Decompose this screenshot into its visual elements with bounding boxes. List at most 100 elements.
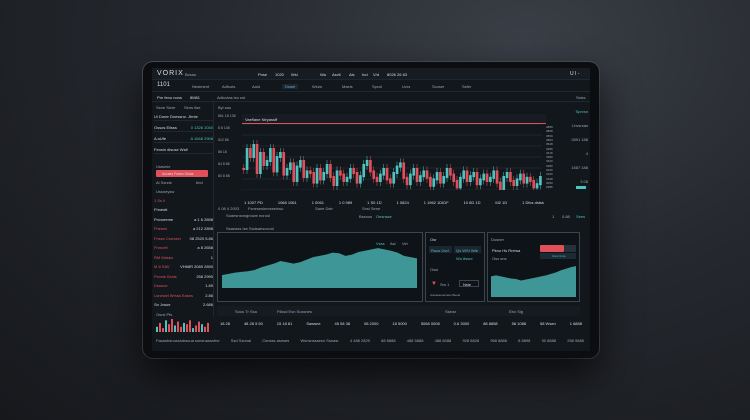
chart-control[interactable]: 1 1007 PD xyxy=(244,200,263,205)
bottom-tab[interactable]: Ssinsr xyxy=(445,309,457,314)
toolbar-tab[interactable]: Adfusts xyxy=(222,84,236,89)
list-item[interactable]: Fheses a 212 2898 xyxy=(154,225,213,233)
toolbar-tab[interactable]: Maels xyxy=(342,84,353,89)
panel-label[interactable]: Asl xyxy=(390,241,396,246)
volume-bar xyxy=(189,320,191,332)
right-panel-item[interactable]: 1587 188 xyxy=(571,165,588,170)
sidebar-sub: bbd xyxy=(196,180,203,185)
toolbar-tab[interactable]: Wsirs xyxy=(312,84,322,89)
order-input[interactable]: Nsie xyxy=(459,280,479,287)
watchlist-item[interactable]: Feosin disuse Wsif xyxy=(154,145,213,154)
strip-left[interactable]: Soaesnsnngnowe eorool xyxy=(226,213,271,218)
candle xyxy=(485,173,489,182)
strip-right[interactable]: Sees xyxy=(576,214,586,219)
bottom-cell: 1 6888 xyxy=(569,321,582,326)
sub-bar-right[interactable]: Ssiss xyxy=(576,95,586,100)
order-cell[interactable]: Ruus Uvd xyxy=(429,246,452,253)
toolbar-tab[interactable]: Scoser xyxy=(432,84,445,89)
toolbar-tab[interactable]: Nestment xyxy=(192,84,210,89)
toolbar-tab[interactable]: Aaid xyxy=(252,84,261,89)
sidebar-section: Ustsmie xyxy=(156,164,171,169)
clock-readout: 8026 26 63 xyxy=(387,72,408,77)
chart-control[interactable]: 1068 1061 xyxy=(277,200,297,205)
menu-item[interactable]: Pnse xyxy=(258,72,268,77)
chart-control[interactable]: 1 0824 xyxy=(396,200,409,205)
list-item[interactable]: Fnsse Csrrsser 08 2520 5.86 xyxy=(154,234,213,242)
watchlist-item[interactable]: Ui Durer Dnessno. Jhnte xyxy=(154,112,213,121)
list-item[interactable]: Sn Jvsue 2.686 xyxy=(154,301,213,309)
chart-tab[interactable]: Byl sau xyxy=(218,105,232,110)
sidebar-sub: Ai Ssnds xyxy=(156,180,172,185)
bottom-cell: 958 8888 xyxy=(490,338,507,343)
candle xyxy=(299,160,302,168)
logo: VORIX xyxy=(157,70,184,77)
menu-item[interactable]: 1020 xyxy=(275,72,284,77)
list-item[interactable]: Pnvoeeme a 1 6 2898 xyxy=(154,215,213,223)
list-item[interactable]: RM Mdsbs 1 xyxy=(154,253,213,261)
list-item[interactable]: 1 Ss ii xyxy=(154,196,213,204)
bottom-cell: 4 488 2829 xyxy=(349,338,370,343)
item-label: M 8 SAV xyxy=(154,264,170,269)
panel-label[interactable]: Vel xyxy=(402,241,408,246)
panel-foot: Aooaeseuoneus Beoei xyxy=(430,293,461,297)
candle xyxy=(422,170,426,178)
order-cell[interactable]: Qs WSI Wte xyxy=(454,246,481,253)
list-item[interactable]: Dsusoe 1.89 xyxy=(154,282,213,290)
chart-control[interactable]: 1 0 989 xyxy=(338,200,353,205)
panel-label[interactable]: Vsss xyxy=(376,241,385,246)
menu-button[interactable] xyxy=(564,245,576,252)
right-panel-item[interactable]: 3 08 xyxy=(580,179,588,184)
toolbar-tab[interactable]: Ssfer xyxy=(462,84,472,89)
bottom-cell: 45 08 38 xyxy=(334,321,351,326)
bottom-toolbar: Soos Tr Ssa Fiiksd Esn Sussnes Ssinsr Eb… xyxy=(217,306,580,316)
volume-bar xyxy=(156,326,158,332)
chart-control[interactable]: M2 1D xyxy=(495,200,508,205)
bottom-tab[interactable]: Fiiksd Esn Sussnes xyxy=(277,309,312,314)
price-tick: 3160 xyxy=(546,172,553,177)
bottom-cell: Ssd Ssnnal xyxy=(230,338,252,343)
cell-label: Qs WSI Wte xyxy=(456,247,478,253)
bottom-tab[interactable]: Ebo Sig xyxy=(509,309,524,314)
menu-item[interactable]: Ind xyxy=(362,72,368,77)
bottom-tab[interactable]: Soos Tr Ssa xyxy=(235,309,257,314)
chart-control[interactable]: 10 6D 1D xyxy=(463,200,481,205)
watchlist-item[interactable]: Ossos Eiisss 0 1326 1040 xyxy=(154,123,213,132)
volume-bar xyxy=(165,320,167,332)
sidebar-action-button[interactable]: Aoraes Fsesu Osias xyxy=(156,170,208,177)
list-item[interactable]: Fhnestt xyxy=(154,206,213,214)
item-label: Sn Jvsue xyxy=(154,302,171,307)
right-panel-item[interactable]: 2891 188 xyxy=(571,137,588,142)
right-panel-item[interactable]: Lhvsrsas xyxy=(571,123,588,128)
list-item[interactable]: M 8 SAV VH68R 2089 2890 xyxy=(154,263,213,271)
menu-item[interactable]: Ais xyxy=(349,72,355,77)
menu-item[interactable]: Wa xyxy=(320,72,326,77)
menu-item[interactable]: Asvit xyxy=(332,72,341,77)
price-tick: 3416 xyxy=(546,150,553,155)
toolbar-tab[interactable]: Spcnl xyxy=(372,84,383,89)
secondary-button[interactable]: Usre Usre xyxy=(540,253,576,259)
list-item[interactable]: Pnvsie Bvsis 258 2990 xyxy=(154,272,213,280)
bottom-cell: 8 8898 xyxy=(518,338,531,343)
list-item[interactable]: Fhrsvrtt a 8 2658 xyxy=(154,244,213,252)
cell-label: Ruus Uvd xyxy=(431,247,449,253)
right-panel-item[interactable]: Sprvsn xyxy=(575,109,588,114)
toolbar-tab[interactable]: Ucrs xyxy=(402,84,411,89)
chart-control[interactable]: 1 S0 1D xyxy=(367,200,382,205)
strip-mid: Bssnos xyxy=(359,214,373,219)
chart-control[interactable]: 1 1962 1DIDF xyxy=(423,200,449,205)
window-controls[interactable]: U I - xyxy=(570,71,580,77)
red-action-button[interactable] xyxy=(540,245,564,252)
watchlist-item[interactable]: A aUfe A 1648 2908 xyxy=(154,134,213,143)
chart-control[interactable]: 1 Dfcs dstsk xyxy=(522,200,544,205)
account-select[interactable]: Pre feno nons xyxy=(157,95,182,100)
price-tick: 2986 xyxy=(546,185,553,190)
menu-item[interactable]: V/d xyxy=(373,72,380,77)
volume-bar xyxy=(159,322,161,332)
list-item[interactable]: Lsnesiei Wrsss Easns 2.86 xyxy=(154,291,213,299)
candlestick-chart[interactable] xyxy=(242,124,542,190)
toolbar-tab[interactable]: Dosei xyxy=(282,84,299,89)
filter-icon[interactable]: ▼ xyxy=(431,281,437,287)
chart-control[interactable]: 1 0061 xyxy=(311,200,324,205)
right-panel-item[interactable]: 4 xyxy=(585,151,588,156)
menu-item[interactable]: Wsi xyxy=(291,72,298,77)
